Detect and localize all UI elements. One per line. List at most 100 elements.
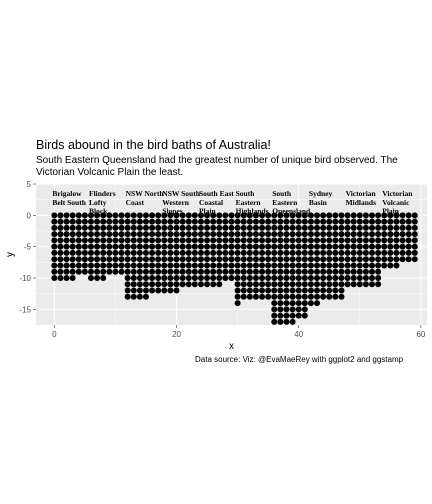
bird-point (87, 262, 94, 269)
bird-point (289, 281, 296, 288)
bird-point (307, 275, 314, 281)
bird-point (87, 243, 94, 250)
bird-point (252, 287, 259, 294)
bird-point (283, 281, 290, 288)
bird-point (283, 237, 290, 244)
bird-point (204, 249, 211, 256)
bird-point (57, 262, 64, 269)
bird-point (106, 218, 113, 225)
bird-point (51, 218, 58, 225)
bird-point (210, 231, 217, 238)
bird-point (179, 237, 186, 244)
bird-point (320, 218, 327, 225)
bird-point (295, 218, 302, 225)
bird-point (326, 243, 333, 250)
bird-point (259, 281, 266, 288)
bird-point (259, 293, 266, 300)
bird-point (51, 268, 58, 275)
bird-point (179, 243, 186, 250)
bird-point (161, 268, 168, 275)
bird-point (277, 293, 284, 300)
bird-point (136, 212, 143, 219)
bird-point (149, 231, 156, 238)
bird-point (277, 268, 284, 275)
bird-point (197, 218, 204, 225)
bird-point (320, 287, 327, 294)
region-label-line: South (272, 189, 292, 198)
bird-point (191, 275, 198, 281)
x-tick-label: 0 (52, 330, 57, 339)
bird-point (81, 262, 88, 269)
region-label-line: Victorian (382, 189, 413, 198)
bird-point (344, 256, 351, 263)
bird-point (246, 281, 253, 288)
bird-point (51, 224, 58, 231)
bird-point (283, 212, 290, 219)
bird-point (234, 231, 241, 238)
bird-point (246, 218, 253, 225)
bird-point (136, 281, 143, 288)
bird-point (197, 256, 204, 263)
bird-point (344, 231, 351, 238)
bird-point (149, 212, 156, 219)
region-label-line: NSW North (126, 189, 165, 198)
bird-point (57, 275, 64, 281)
bird-point (289, 237, 296, 244)
bird-point (136, 231, 143, 238)
bird-point (405, 243, 412, 250)
bird-point (69, 243, 76, 250)
bird-point (118, 262, 125, 269)
bird-point (63, 275, 70, 281)
region-label: South Eastern Queensland (272, 189, 311, 216)
bird-point (314, 237, 321, 244)
bird-point (411, 231, 418, 238)
bird-point (332, 212, 339, 219)
bird-point (326, 268, 333, 275)
bird-point (124, 212, 131, 219)
bird-point (369, 212, 376, 219)
bird-point (356, 243, 363, 250)
bird-point (405, 237, 412, 244)
bird-point (228, 237, 235, 244)
bird-point (301, 237, 308, 244)
bird-point (210, 268, 217, 275)
bird-point (228, 249, 235, 256)
bird-point (142, 243, 149, 250)
bird-point (173, 281, 180, 288)
bird-point (307, 237, 314, 244)
bird-point (167, 243, 174, 250)
bird-point (393, 212, 400, 219)
bird-point (197, 212, 204, 219)
bird-point (295, 306, 302, 313)
bird-point (271, 293, 278, 300)
bird-point (399, 212, 406, 219)
bird-point (75, 262, 82, 269)
bird-point (271, 275, 278, 281)
bird-point (136, 293, 143, 300)
bird-point (222, 237, 229, 244)
bird-point (191, 212, 198, 219)
bird-point (277, 212, 284, 219)
bird-point (271, 306, 278, 313)
bird-point (57, 218, 64, 225)
bird-point (228, 243, 235, 250)
bird-point (356, 275, 363, 281)
bird-point (185, 243, 192, 250)
bird-point (240, 268, 247, 275)
bird-point (375, 262, 382, 269)
bird-point (94, 212, 101, 219)
bird-point (94, 249, 101, 256)
bird-point (94, 262, 101, 269)
y-axis-label: y (5, 252, 16, 257)
bird-point (338, 218, 345, 225)
bird-point (69, 218, 76, 225)
bird-point (350, 281, 357, 288)
bird-point (265, 293, 272, 300)
bird-point (75, 249, 82, 256)
bird-point (161, 243, 168, 250)
region-label-line: NSW South (162, 189, 200, 198)
bird-point (271, 318, 278, 325)
bird-point (411, 256, 418, 263)
region-label-line: Lofty (89, 198, 107, 207)
bird-points (51, 212, 418, 325)
